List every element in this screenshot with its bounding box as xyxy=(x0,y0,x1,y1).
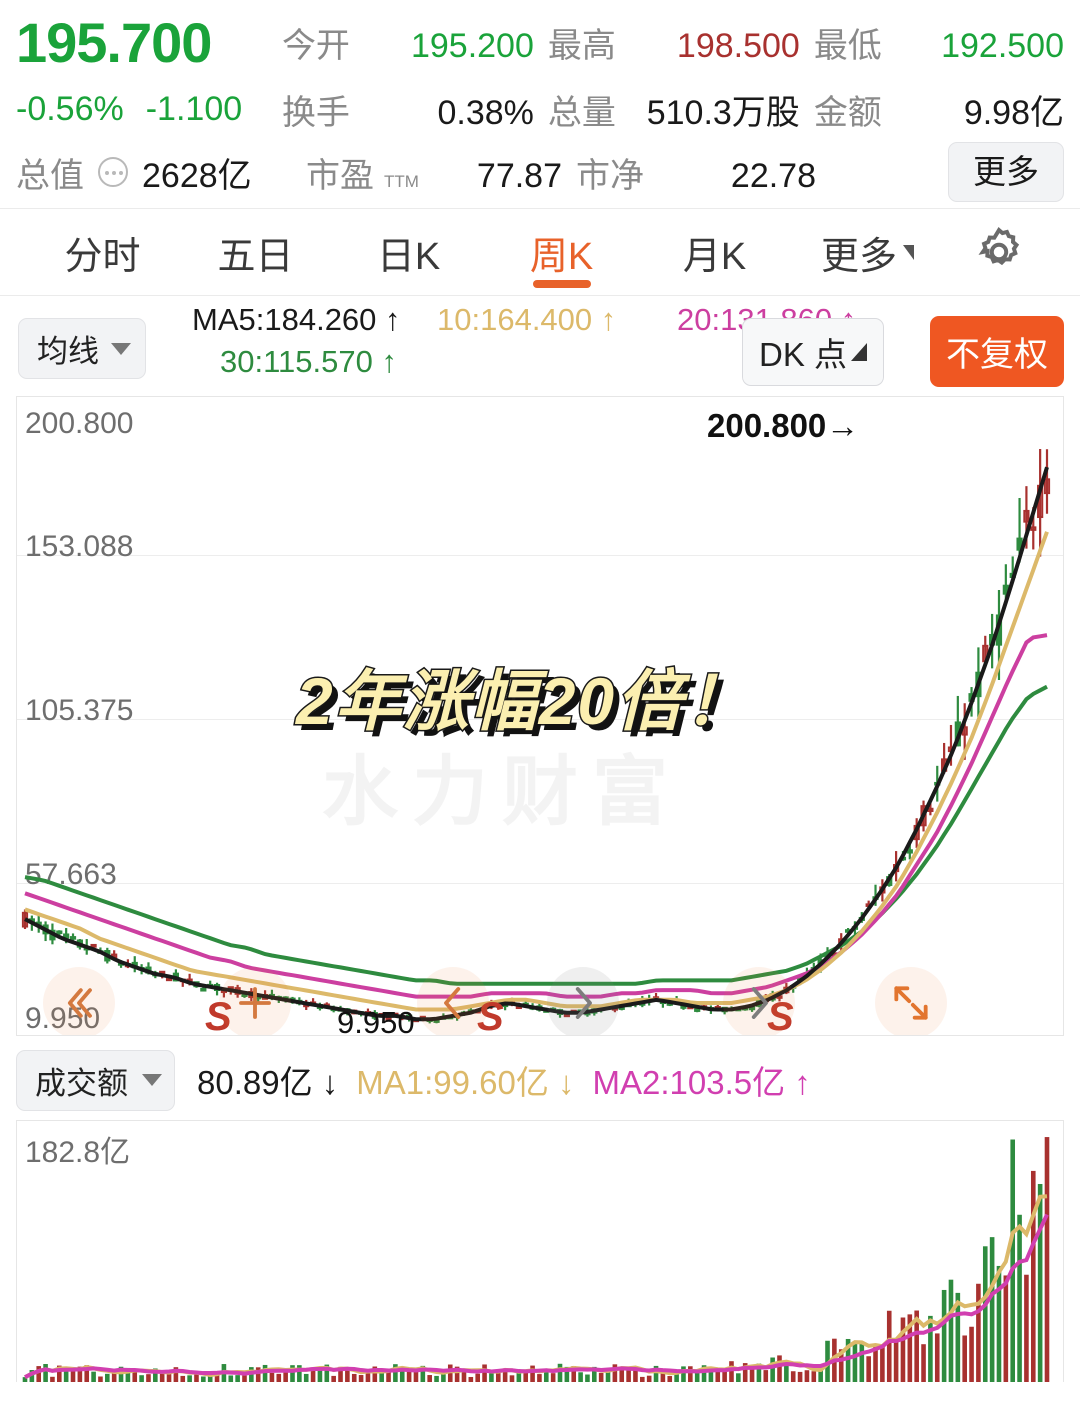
y-label-4: 9.950 xyxy=(25,1002,101,1035)
quote-header: 195.700 今开 195.200 最高 198.500 最低 192.500… xyxy=(0,0,1080,208)
pan-center-button[interactable] xyxy=(547,967,619,1035)
chevron-right-icon xyxy=(575,987,592,1019)
chart-period-tabs: 分时 五日 日K 周K 月K 更多 xyxy=(0,208,1080,296)
chevron-left-icon xyxy=(444,987,461,1019)
low-value: 192.500 xyxy=(941,26,1064,65)
amount-value: 9.98亿 xyxy=(963,93,1064,132)
market-cap-cell[interactable]: 总值 2628亿 xyxy=(16,148,306,197)
market-cap-value: 2628亿 xyxy=(142,156,252,195)
last-price: 195.700 xyxy=(16,10,212,74)
tab-five-day[interactable]: 五日 xyxy=(217,235,294,278)
ma-selector-label: 均线 xyxy=(37,334,99,369)
app-watermark: 水力财富 xyxy=(322,750,682,835)
amount-label: 金额 xyxy=(813,93,882,132)
pe-cell: 市盈 TTM 77.87 xyxy=(306,148,576,197)
more-button[interactable]: 更多 xyxy=(948,142,1064,202)
expand-arrows-icon xyxy=(894,986,928,1020)
fullscreen-button[interactable] xyxy=(875,967,947,1035)
turnover-label: 换手 xyxy=(281,93,350,132)
volume-ma1-value: MA1:99.60亿 ↓ xyxy=(356,1064,575,1101)
dk-point-label: DK 点 xyxy=(758,336,847,373)
high-cell: 最高 198.500 xyxy=(548,18,814,67)
tab-fenshi[interactable]: 分时 xyxy=(64,235,141,278)
pe-label: 市盈 xyxy=(306,156,374,195)
ma10-value: 10:164.400 ↑ xyxy=(437,302,617,337)
pe-value: 77.87 xyxy=(476,156,562,195)
volume-indicator-bar: 成交额 80.89亿 ↓ MA1:99.60亿 ↓ MA2:103.5亿 ↑ xyxy=(0,1046,1080,1114)
ma-selector[interactable]: 均线 xyxy=(18,318,146,379)
high-label: 最高 xyxy=(547,26,616,65)
corner-triangle-icon xyxy=(851,343,867,361)
volume-ma2-value: MA2:103.5亿 ↑ xyxy=(592,1064,811,1101)
volume-label: 总量 xyxy=(547,93,616,132)
chevrons-left-icon xyxy=(67,988,92,1018)
price-chart-panel[interactable]: 200.800 153.088 105.375 57.663 9.950 200… xyxy=(16,396,1064,1036)
volume-axis-top-label: 182.8亿 xyxy=(25,1136,131,1169)
promo-overlay-title: 2年涨幅20倍！ xyxy=(294,663,753,740)
y-label-0: 200.800 xyxy=(25,407,134,440)
change-percent: -0.56% xyxy=(16,89,124,128)
tab-week-k[interactable]: 周K xyxy=(485,208,638,296)
ma5-value: MA5:184.260 ↑ xyxy=(192,302,401,337)
price-chart-svg xyxy=(21,449,1051,1024)
volume-cell: 总量 510.3万股 xyxy=(548,85,814,134)
volume-chart-panel[interactable]: 182.8亿 xyxy=(16,1120,1064,1382)
pb-label: 市净 xyxy=(576,156,644,195)
low-label: 最低 xyxy=(813,26,882,65)
sell-marker-1: S xyxy=(205,995,232,1036)
zoom-in-button[interactable] xyxy=(219,967,291,1035)
chevron-down-icon xyxy=(111,342,131,355)
amount-cell: 金额 9.98亿 xyxy=(814,85,1064,134)
peak-annotation: 200.800→ xyxy=(707,407,860,444)
volume-chart-svg xyxy=(22,1137,1050,1382)
chevron-right-icon xyxy=(751,987,768,1019)
pb-value: 22.78 xyxy=(730,156,816,195)
gear-icon xyxy=(978,227,1020,266)
sell-marker-2: S xyxy=(477,995,504,1036)
volume-selector-label: 成交额 xyxy=(35,1065,128,1101)
market-cap-label: 总值 xyxy=(16,156,84,195)
adjust-mode-button[interactable]: 不复权 xyxy=(930,316,1064,387)
turnover-cell: 换手 0.38% xyxy=(282,85,548,134)
high-value: 198.500 xyxy=(676,26,800,65)
volume-current-value: 80.89亿 ↓ xyxy=(197,1064,339,1101)
tab-day-k[interactable]: 日K xyxy=(376,235,441,278)
y-label-3: 57.663 xyxy=(25,858,117,891)
ma-indicator-bar: 均线 MA5:184.260 ↑ 10:164.400 ↑ 20:131.860… xyxy=(0,296,1080,396)
chevron-down-icon xyxy=(903,244,914,260)
pan-left-fast-button[interactable] xyxy=(43,967,115,1035)
sell-marker-3: S xyxy=(767,995,794,1036)
ma30-value: 30:115.570 ↑ xyxy=(220,344,397,379)
y-label-2: 105.375 xyxy=(25,694,134,727)
volume-selector[interactable]: 成交额 xyxy=(16,1049,175,1111)
plus-icon xyxy=(239,987,271,1019)
change-group: -0.56% -1.100 xyxy=(16,90,282,129)
zoom-out-button[interactable] xyxy=(417,967,489,1035)
pe-superscript: TTM xyxy=(384,171,419,191)
tab-more[interactable]: 更多 xyxy=(791,208,944,296)
tab-month-k[interactable]: 月K xyxy=(682,235,747,278)
volume-value: 510.3万股 xyxy=(646,93,800,132)
open-value: 195.200 xyxy=(410,26,534,65)
chart-settings-button[interactable] xyxy=(944,224,1054,280)
change-value: -1.100 xyxy=(145,89,243,128)
open-label: 今开 xyxy=(281,26,350,65)
turnover-value: 0.38% xyxy=(437,93,534,132)
open-cell: 今开 195.200 xyxy=(282,18,548,67)
y-label-1: 153.088 xyxy=(25,530,134,563)
pan-right-button[interactable] xyxy=(723,967,795,1035)
chevron-down-icon xyxy=(142,1074,162,1086)
low-cell: 最低 192.500 xyxy=(814,18,1064,67)
bottom-annotation: 9.950 xyxy=(337,1005,415,1036)
pb-cell: 市净 22.78 xyxy=(576,148,826,197)
tab-more-label: 更多 xyxy=(820,235,897,278)
dk-point-button[interactable]: DK 点 xyxy=(741,318,884,386)
info-icon[interactable] xyxy=(98,156,128,187)
volume-bar-series xyxy=(22,1137,1050,1382)
